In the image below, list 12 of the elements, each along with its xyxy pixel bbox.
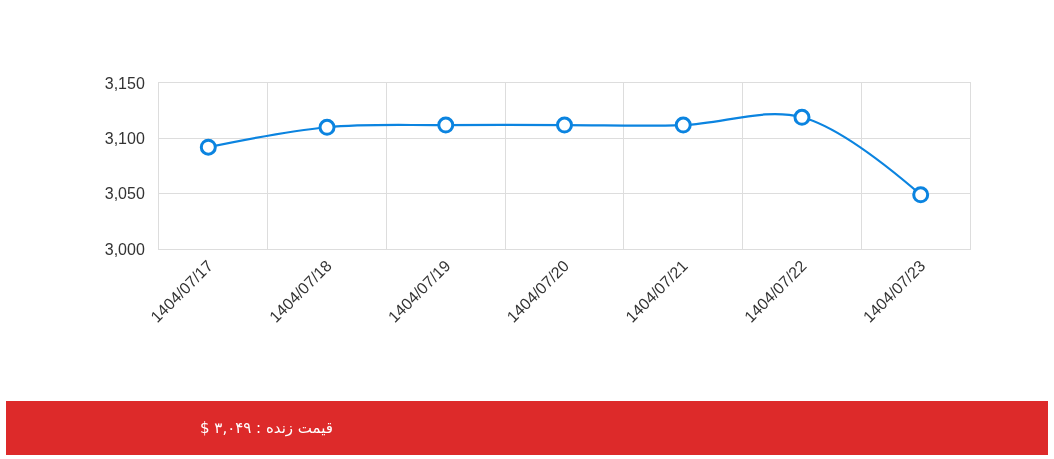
- y-tick-label: 3,050: [104, 185, 145, 203]
- point: [556, 116, 573, 134]
- text: قیمت زنده : ۳,۰۴۹ $: [200, 419, 333, 437]
- point: [793, 108, 811, 126]
- y-tick-label: 3,100: [104, 129, 145, 147]
- point: [437, 116, 455, 134]
- point: [674, 116, 692, 134]
- point: [199, 138, 217, 156]
- point: [912, 186, 930, 204]
- y-tick-label: 3,000: [104, 240, 145, 258]
- point: [318, 118, 336, 136]
- y-tick-label: 3,150: [104, 74, 145, 92]
